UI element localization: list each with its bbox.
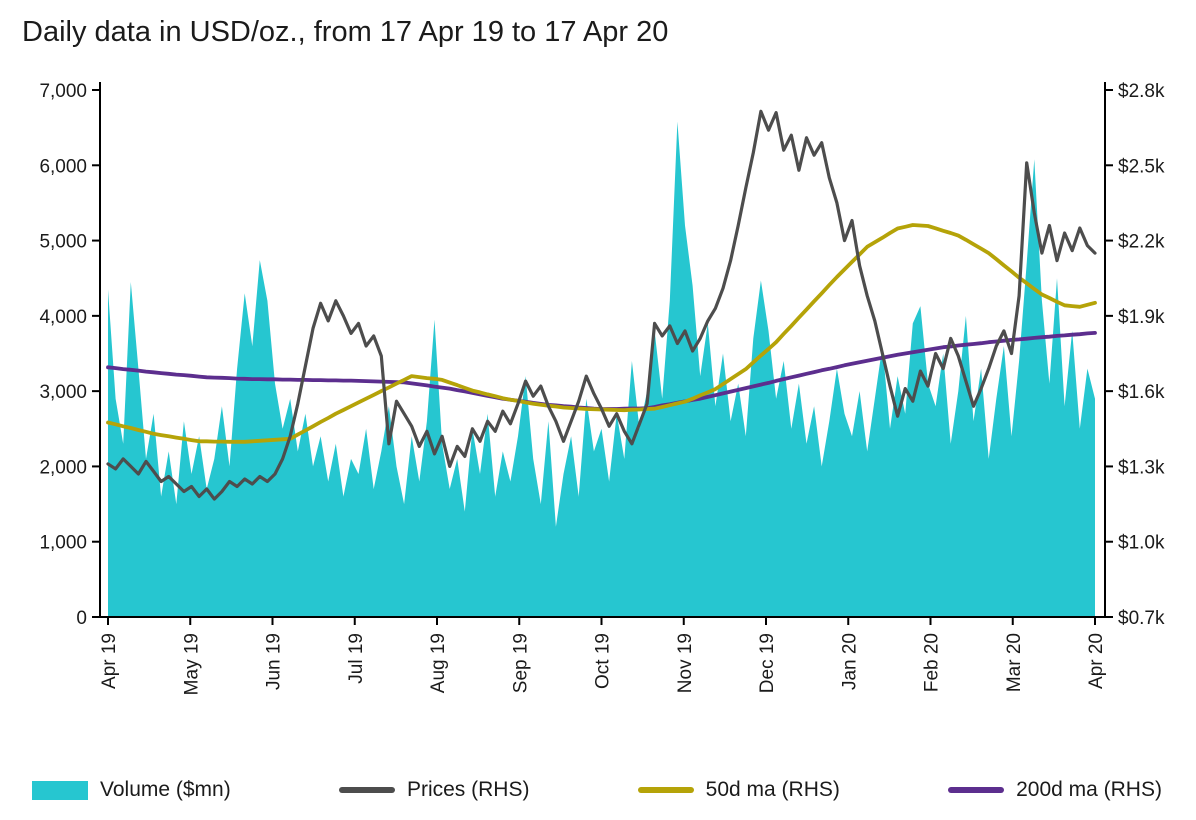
right-axis-label: $1.0k [1118, 533, 1165, 554]
legend-label-ma50: 50d ma (RHS) [705, 778, 840, 801]
x-axis-label: Sep 19 [510, 633, 531, 693]
x-axis-label: Jun 19 [264, 633, 285, 690]
legend-label-prices: Prices (RHS) [406, 778, 530, 801]
x-axis-label: Mar 20 [1004, 633, 1025, 692]
x-axis-label: Oct 19 [593, 633, 614, 689]
left-axis-label: 7,000 [39, 81, 87, 102]
right-axis-label: $0.7k [1118, 608, 1165, 629]
left-axis-label: 6,000 [39, 156, 87, 177]
left-axis-label: 2,000 [39, 457, 87, 478]
chart-title: Daily data in USD/oz., from 17 Apr 19 to… [22, 16, 669, 48]
legend-item-ma200: 200d ma (RHS) [948, 778, 1162, 802]
right-axis-label: $2.2k [1118, 232, 1165, 253]
ma50-line-swatch-icon [637, 787, 694, 793]
price-line [106, 109, 1097, 501]
left-axis-label: 5,000 [39, 232, 87, 253]
legend-label-volume: Volume ($mn) [100, 778, 231, 801]
x-axis-label: Aug 19 [428, 633, 449, 693]
right-axis-label: $1.9k [1118, 307, 1165, 328]
combo-chart: 0 1,000 2,000 3,000 4,000 5,000 6,000 7,000 $0.7… [39, 81, 1165, 695]
chart-legend: Volume ($mn) Prices (RHS) 50d ma (RHS) 2… [32, 770, 1162, 810]
x-axis-label: Apr 20 [1086, 633, 1107, 689]
x-axis-label: Jan 20 [839, 633, 860, 690]
x-axis-label: May 19 [181, 633, 202, 695]
x-axis-label: Feb 20 [922, 633, 943, 692]
x-axis-label: Jul 19 [346, 633, 367, 684]
right-axis-label: $2.8k [1118, 81, 1165, 102]
legend-item-volume: Volume ($mn) [32, 778, 231, 802]
legend-item-prices: Prices (RHS) [338, 778, 530, 802]
left-axis-label: 4,000 [39, 307, 87, 328]
x-axis-label: Nov 19 [675, 633, 696, 693]
volume-swatch-icon [32, 780, 88, 800]
right-axis-label: $1.6k [1118, 382, 1165, 403]
volume-area [108, 121, 1095, 617]
ma200-line-swatch-icon [948, 787, 1005, 793]
right-axis-label: $2.5k [1118, 156, 1165, 177]
legend-label-ma200: 200d ma (RHS) [1016, 778, 1162, 801]
left-axis-label: 1,000 [39, 533, 87, 554]
right-axis-label: $1.3k [1118, 457, 1165, 478]
x-axis-label: Dec 19 [757, 633, 778, 693]
price-line-swatch-icon [338, 787, 395, 793]
legend-item-ma50: 50d ma (RHS) [637, 778, 840, 802]
left-axis-label: 3,000 [39, 382, 87, 403]
x-axis-label: Apr 19 [99, 633, 120, 689]
left-axis-label: 0 [76, 608, 87, 629]
